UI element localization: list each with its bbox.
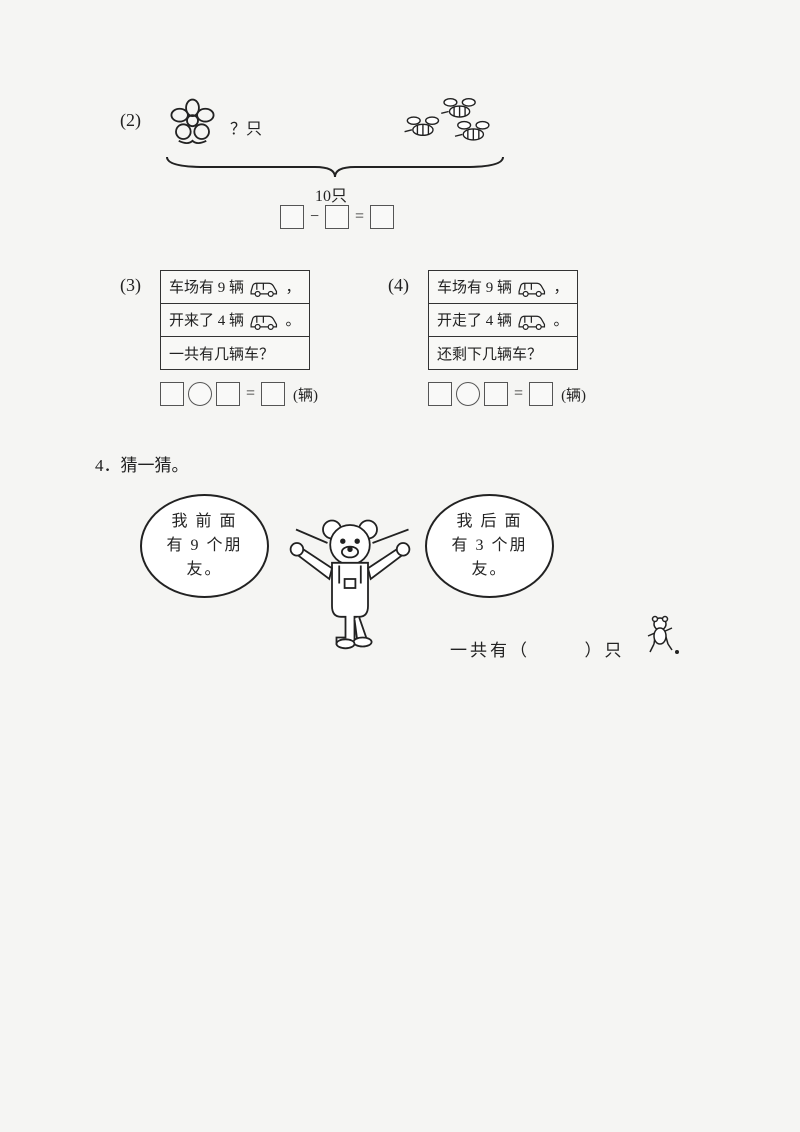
answer-box[interactable] <box>428 382 452 406</box>
unit-label: (辆) <box>561 384 586 405</box>
table-row: 开走了 4 辆 。 <box>429 304 578 337</box>
row-text: 还剩下几辆车？ <box>437 347 542 363</box>
question-2: (2) ？只 <box>120 100 700 260</box>
answer-box[interactable] <box>160 382 184 406</box>
equals-sign: = <box>512 385 525 403</box>
equation-4: = (辆) <box>428 382 586 406</box>
row-text: 车场有 9 辆 <box>437 280 512 296</box>
minus-sign: − <box>308 208 321 226</box>
answer-box[interactable] <box>325 205 349 229</box>
row-text: ， <box>554 280 569 296</box>
equals-sign: = <box>353 208 366 226</box>
question-3-table: 车场有 9 辆 ， 开来了 4 辆 。 一共有几辆车？ <box>160 270 310 370</box>
row-text: 车场有 9 辆 <box>169 280 244 296</box>
total-answer-line: 一共有（ ）只 <box>450 636 625 661</box>
total-suffix: ）只 <box>585 641 625 660</box>
small-bear-icon <box>640 614 680 654</box>
questions-3-4-row: (3) 车场有 9 辆 ， 开来了 4 辆 。 一共有几辆车？ = <box>120 270 700 406</box>
answer-box[interactable] <box>370 205 394 229</box>
total-prefix: 一共有（ <box>450 641 530 660</box>
row-text: ， <box>286 280 301 296</box>
section-4: 4．猜一猜。 我 前 面 有 9 个朋友。 <box>120 451 700 676</box>
car-icon <box>516 280 550 298</box>
table-row: 还剩下几辆车？ <box>429 337 578 370</box>
answer-box[interactable] <box>484 382 508 406</box>
operator-circle[interactable] <box>188 382 212 406</box>
car-icon <box>516 313 550 331</box>
row-text: 开来了 4 辆 <box>169 313 244 329</box>
car-icon <box>248 313 282 331</box>
table-row: 车场有 9 辆 ， <box>161 271 310 304</box>
speech-bubble-right: 我 后 面 有 3 个朋友。 <box>425 494 554 598</box>
question-number-3: (3) <box>120 275 141 296</box>
flower-icon <box>165 95 220 150</box>
question-4: (4) 车场有 9 辆 ， 开走了 4 辆 。 还剩下几辆车？ = <box>428 270 586 406</box>
curly-brace <box>165 155 505 180</box>
bear-illustration: 我 前 面 有 9 个朋友。 <box>120 486 700 676</box>
table-row: 开来了 4 辆 。 <box>161 304 310 337</box>
equals-sign: = <box>244 385 257 403</box>
bear-icon <box>285 516 415 651</box>
operator-circle[interactable] <box>456 382 480 406</box>
total-label: 10只 <box>315 182 347 206</box>
equation-2: − = <box>280 205 394 229</box>
car-icon <box>248 280 282 298</box>
speech-bubble-left: 我 前 面 有 9 个朋友。 <box>140 494 269 598</box>
worksheet-page: (2) ？只 <box>0 0 800 676</box>
row-text: 。 <box>286 313 301 329</box>
bees-icon <box>400 95 510 150</box>
row-text: 开走了 4 辆 <box>437 313 512 329</box>
row-text: 一共有几辆车？ <box>169 347 274 363</box>
row-text: 。 <box>554 313 569 329</box>
question-number-4: (4) <box>388 275 409 296</box>
unit-label: (辆) <box>293 384 318 405</box>
answer-box[interactable] <box>216 382 240 406</box>
equation-3: = (辆) <box>160 382 318 406</box>
answer-box[interactable] <box>529 382 553 406</box>
question-4-table: 车场有 9 辆 ， 开走了 4 辆 。 还剩下几辆车？ <box>428 270 578 370</box>
question-mark-label: ？只 <box>230 115 262 139</box>
table-row: 车场有 9 辆 ， <box>429 271 578 304</box>
question-3: (3) 车场有 9 辆 ， 开来了 4 辆 。 一共有几辆车？ = <box>160 270 318 406</box>
table-row: 一共有几辆车？ <box>161 337 310 370</box>
answer-box[interactable] <box>261 382 285 406</box>
answer-box[interactable] <box>280 205 304 229</box>
section-4-title: 4．猜一猜。 <box>95 451 700 476</box>
question-number-2: (2) <box>120 110 141 131</box>
